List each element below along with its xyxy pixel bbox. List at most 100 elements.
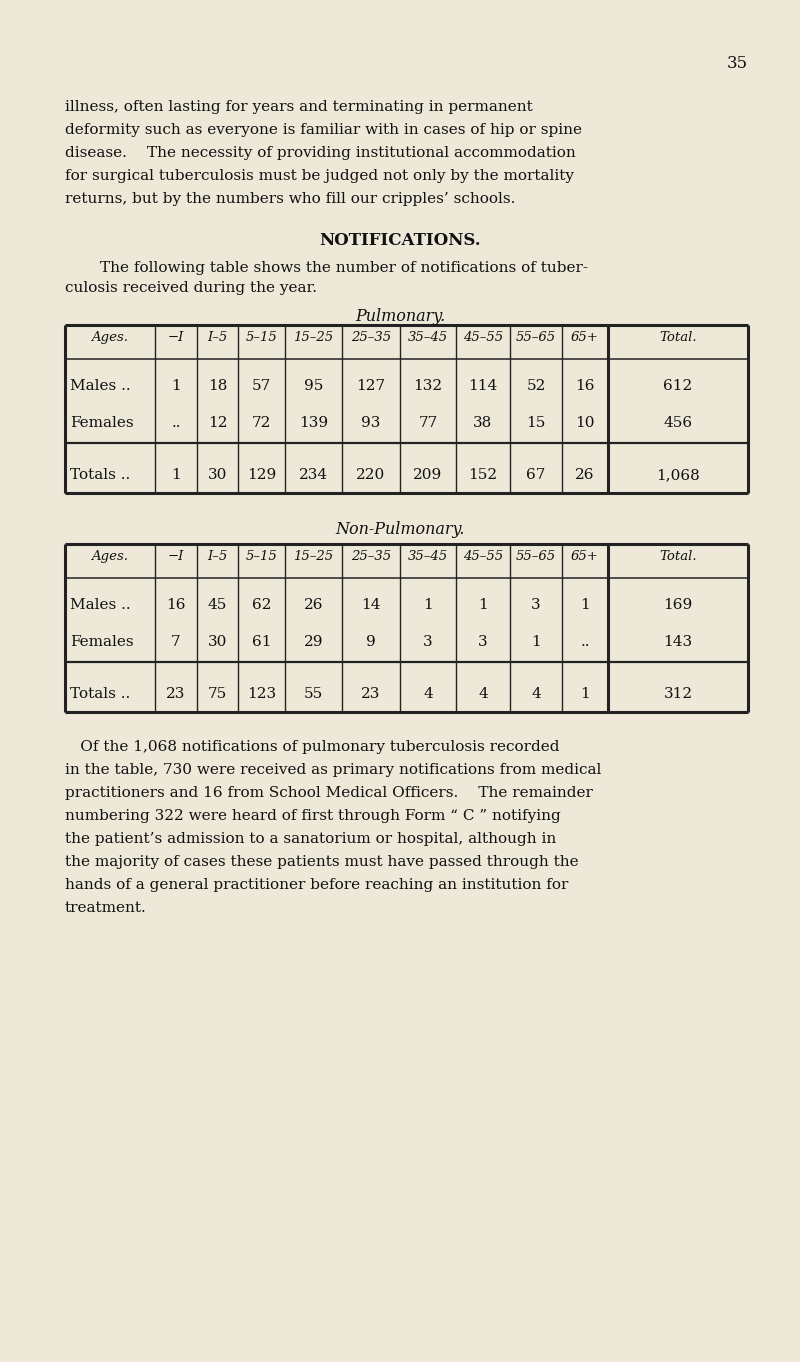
Text: hands of a general practitioner before reaching an institution for: hands of a general practitioner before r… bbox=[65, 878, 568, 892]
Text: I–5: I–5 bbox=[207, 331, 228, 345]
Text: Ages.: Ages. bbox=[91, 550, 129, 563]
Text: 1: 1 bbox=[423, 598, 433, 612]
Text: NOTIFICATIONS.: NOTIFICATIONS. bbox=[319, 232, 481, 249]
Text: 3: 3 bbox=[531, 598, 541, 612]
Text: 1: 1 bbox=[580, 686, 590, 701]
Text: 1,068: 1,068 bbox=[656, 469, 700, 482]
Text: 7: 7 bbox=[171, 635, 181, 650]
Text: 57: 57 bbox=[252, 379, 271, 394]
Text: 45: 45 bbox=[208, 598, 227, 612]
Text: Total.: Total. bbox=[659, 331, 697, 345]
Text: 25–35: 25–35 bbox=[351, 550, 391, 563]
Text: 169: 169 bbox=[663, 598, 693, 612]
Text: 23: 23 bbox=[166, 686, 186, 701]
Text: Ages.: Ages. bbox=[91, 331, 129, 345]
Text: I–5: I–5 bbox=[207, 550, 228, 563]
Text: illness, often lasting for years and terminating in permanent: illness, often lasting for years and ter… bbox=[65, 99, 533, 114]
Text: Pulmonary.: Pulmonary. bbox=[355, 308, 445, 326]
Text: 12: 12 bbox=[208, 415, 227, 430]
Text: 26: 26 bbox=[575, 469, 594, 482]
Text: 75: 75 bbox=[208, 686, 227, 701]
Text: −I: −I bbox=[168, 550, 184, 563]
Text: practitioners and 16 from School Medical Officers.  The remainder: practitioners and 16 from School Medical… bbox=[65, 786, 593, 799]
Text: 5–15: 5–15 bbox=[246, 550, 278, 563]
Text: 612: 612 bbox=[663, 379, 693, 394]
Text: ..: .. bbox=[580, 635, 590, 650]
Text: 45–55: 45–55 bbox=[463, 331, 503, 345]
Text: Of the 1,068 notifications of pulmonary tuberculosis recorded: Of the 1,068 notifications of pulmonary … bbox=[65, 740, 559, 755]
Text: 234: 234 bbox=[299, 469, 328, 482]
Text: 132: 132 bbox=[414, 379, 442, 394]
Text: 15: 15 bbox=[526, 415, 546, 430]
Text: the majority of cases these patients must have passed through the: the majority of cases these patients mus… bbox=[65, 855, 578, 869]
Text: 38: 38 bbox=[474, 415, 493, 430]
Text: 127: 127 bbox=[357, 379, 386, 394]
Text: 15–25: 15–25 bbox=[294, 550, 334, 563]
Text: 61: 61 bbox=[252, 635, 271, 650]
Text: 30: 30 bbox=[208, 635, 227, 650]
Text: 1: 1 bbox=[531, 635, 541, 650]
Text: Males ..: Males .. bbox=[70, 598, 130, 612]
Text: 30: 30 bbox=[208, 469, 227, 482]
Text: 62: 62 bbox=[252, 598, 271, 612]
Text: 4: 4 bbox=[478, 686, 488, 701]
Text: 25–35: 25–35 bbox=[351, 331, 391, 345]
Text: 456: 456 bbox=[663, 415, 693, 430]
Text: returns, but by the numbers who fill our cripples’ schools.: returns, but by the numbers who fill our… bbox=[65, 192, 515, 206]
Text: 5–15: 5–15 bbox=[246, 331, 278, 345]
Text: 65+: 65+ bbox=[571, 331, 599, 345]
Text: 1: 1 bbox=[171, 379, 181, 394]
Text: Females: Females bbox=[70, 635, 134, 650]
Text: Totals ..: Totals .. bbox=[70, 469, 130, 482]
Text: 1: 1 bbox=[580, 598, 590, 612]
Text: disease.  The necessity of providing institutional accommodation: disease. The necessity of providing inst… bbox=[65, 146, 576, 159]
Text: 9: 9 bbox=[366, 635, 376, 650]
Text: 4: 4 bbox=[531, 686, 541, 701]
Text: 23: 23 bbox=[362, 686, 381, 701]
Text: 129: 129 bbox=[247, 469, 276, 482]
Text: 1: 1 bbox=[478, 598, 488, 612]
Text: Males ..: Males .. bbox=[70, 379, 130, 394]
Text: 29: 29 bbox=[304, 635, 323, 650]
Text: 55–65: 55–65 bbox=[516, 331, 556, 345]
Text: The following table shows the number of notifications of tuber-: The following table shows the number of … bbox=[100, 262, 588, 275]
Text: 26: 26 bbox=[304, 598, 323, 612]
Text: 95: 95 bbox=[304, 379, 323, 394]
Text: 14: 14 bbox=[362, 598, 381, 612]
Text: in the table, 730 were received as primary notifications from medical: in the table, 730 were received as prima… bbox=[65, 763, 602, 776]
Text: treatment.: treatment. bbox=[65, 902, 146, 915]
Text: 4: 4 bbox=[423, 686, 433, 701]
Text: 123: 123 bbox=[247, 686, 276, 701]
Text: −I: −I bbox=[168, 331, 184, 345]
Text: Females: Females bbox=[70, 415, 134, 430]
Text: 72: 72 bbox=[252, 415, 271, 430]
Text: 35–45: 35–45 bbox=[408, 550, 448, 563]
Text: 35: 35 bbox=[727, 54, 748, 72]
Text: the patient’s admission to a sanatorium or hospital, although in: the patient’s admission to a sanatorium … bbox=[65, 832, 556, 846]
Text: Total.: Total. bbox=[659, 550, 697, 563]
Text: numbering 322 were heard of first through Form “ C ” notifying: numbering 322 were heard of first throug… bbox=[65, 809, 561, 823]
Text: 3: 3 bbox=[423, 635, 433, 650]
Text: 139: 139 bbox=[299, 415, 328, 430]
Text: 16: 16 bbox=[575, 379, 594, 394]
Text: 18: 18 bbox=[208, 379, 227, 394]
Text: 114: 114 bbox=[468, 379, 498, 394]
Text: ..: .. bbox=[171, 415, 181, 430]
Text: 65+: 65+ bbox=[571, 550, 599, 563]
Text: 3: 3 bbox=[478, 635, 488, 650]
Text: 312: 312 bbox=[663, 686, 693, 701]
Text: 35–45: 35–45 bbox=[408, 331, 448, 345]
Text: 77: 77 bbox=[418, 415, 438, 430]
Text: 55–65: 55–65 bbox=[516, 550, 556, 563]
Text: 1: 1 bbox=[171, 469, 181, 482]
Text: 10: 10 bbox=[575, 415, 594, 430]
Text: culosis received during the year.: culosis received during the year. bbox=[65, 281, 317, 296]
Text: 52: 52 bbox=[526, 379, 546, 394]
Text: 143: 143 bbox=[663, 635, 693, 650]
Text: 15–25: 15–25 bbox=[294, 331, 334, 345]
Text: 16: 16 bbox=[166, 598, 186, 612]
Text: 67: 67 bbox=[526, 469, 546, 482]
Text: 152: 152 bbox=[469, 469, 498, 482]
Text: 220: 220 bbox=[356, 469, 386, 482]
Text: deformity such as everyone is familiar with in cases of hip or spine: deformity such as everyone is familiar w… bbox=[65, 123, 582, 138]
